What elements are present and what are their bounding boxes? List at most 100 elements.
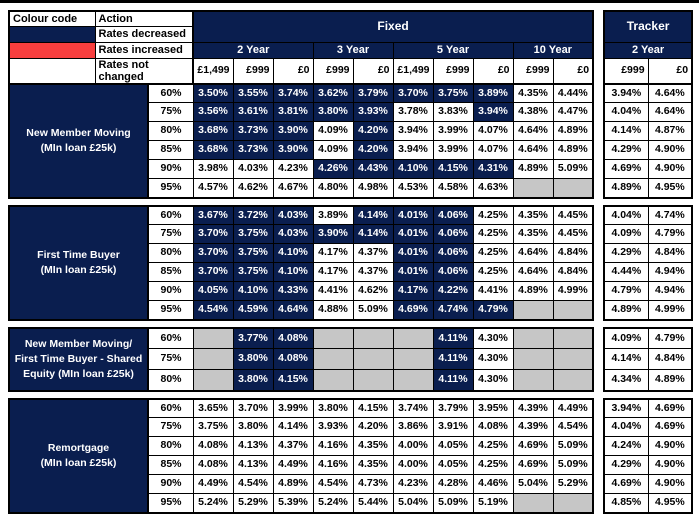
- rate-cell: 4.11%: [432, 348, 474, 371]
- rate-cell: 3.80%: [232, 348, 274, 371]
- ltv-cell: 95%: [146, 178, 194, 199]
- tracker-rate-cell: 4.69%: [603, 159, 649, 180]
- rate-cell: 3.99%: [432, 121, 474, 142]
- rate-cell: 4.05%: [432, 436, 474, 457]
- rate-cell: 3.62%: [312, 82, 354, 104]
- fee-header: £999: [512, 57, 554, 85]
- tracker-rate-cell: 4.94%: [647, 281, 694, 302]
- rate-cell: 4.89%: [552, 121, 595, 142]
- spacer: [593, 122, 604, 141]
- rate-cell: 4.14%: [272, 417, 314, 438]
- rate-cell: 3.83%: [432, 102, 474, 123]
- rate-cell: 5.24%: [312, 493, 354, 514]
- rate-cell: 3.68%: [192, 140, 234, 161]
- tracker-rate-cell: 4.94%: [647, 262, 694, 283]
- rate-cell: 4.59%: [232, 300, 274, 321]
- blank-cell: [192, 348, 234, 371]
- rate-cell: 3.70%: [392, 82, 434, 104]
- rate-cell: 4.39%: [512, 417, 554, 438]
- tracker-rate-cell: 4.84%: [647, 243, 694, 264]
- rate-cell: 3.70%: [192, 243, 234, 264]
- rate-cell: 4.45%: [552, 204, 595, 226]
- rate-cell: 4.08%: [472, 417, 514, 438]
- rate-cell: 4.09%: [312, 140, 354, 161]
- rate-cell: 3.80%: [312, 102, 354, 123]
- tracker-rate-cell: 3.94%: [603, 82, 649, 104]
- tracker-rate-cell: 4.85%: [603, 493, 649, 514]
- tracker-rate-cell: 4.84%: [647, 348, 694, 371]
- fee-header: £0: [352, 57, 394, 85]
- rate-cell: 4.35%: [512, 82, 554, 104]
- blank-cell: [312, 369, 354, 392]
- spacer: [593, 301, 604, 320]
- rate-cell: 3.75%: [192, 417, 234, 438]
- rate-cell: 4.16%: [312, 436, 354, 457]
- tracker-rate-cell: 4.69%: [647, 397, 694, 419]
- rate-cell: 3.56%: [192, 102, 234, 123]
- rate-cell: 5.24%: [192, 493, 234, 514]
- rate-cell: 4.62%: [352, 281, 394, 302]
- rate-cell: 4.69%: [512, 455, 554, 476]
- rate-cell: 4.06%: [432, 262, 474, 283]
- rate-cell: 4.73%: [352, 474, 394, 495]
- rate-cell: 3.67%: [192, 204, 234, 226]
- tracker-header: Tracker: [603, 10, 694, 43]
- rate-cell: 5.44%: [352, 493, 394, 514]
- rate-cell: 4.49%: [272, 455, 314, 476]
- spacer: [593, 370, 604, 391]
- tracker-rate-cell: 4.89%: [603, 300, 649, 321]
- ltv-cell: 90%: [146, 281, 194, 302]
- rate-cell: 4.25%: [472, 455, 514, 476]
- action-header: Action: [94, 10, 195, 27]
- rate-cell: 5.09%: [552, 455, 595, 476]
- rate-cell: 4.47%: [552, 102, 595, 123]
- ltv-cell: 85%: [146, 262, 194, 283]
- tracker-rate-cell: 4.24%: [603, 436, 649, 457]
- tracker-rate-cell: 4.29%: [603, 140, 649, 161]
- rate-cell: 4.10%: [272, 243, 314, 264]
- ltv-cell: 60%: [146, 204, 194, 226]
- rate-cell: 3.94%: [392, 140, 434, 161]
- rate-cell: 4.13%: [232, 436, 274, 457]
- tracker-term-header: 2 Year: [603, 41, 694, 59]
- rate-cell: 4.98%: [352, 178, 394, 199]
- tracker-rate-cell: 4.69%: [647, 417, 694, 438]
- rate-cell: 4.64%: [512, 140, 554, 161]
- fee-header: £999: [432, 57, 474, 85]
- rate-cell: 4.28%: [432, 474, 474, 495]
- rate-cell: 3.90%: [272, 121, 314, 142]
- spacer: [593, 160, 604, 179]
- rate-cell: 4.06%: [432, 204, 474, 226]
- rate-cell: 3.98%: [192, 159, 234, 180]
- ltv-cell: 75%: [146, 102, 194, 123]
- rate-cell: 4.62%: [232, 178, 274, 199]
- section-spacer: [9, 198, 692, 206]
- tracker-rate-cell: 4.79%: [603, 281, 649, 302]
- rate-cell: 4.58%: [432, 178, 474, 199]
- rate-cell: 3.61%: [232, 102, 274, 123]
- ltv-cell: 80%: [146, 121, 194, 142]
- rate-cell: 4.44%: [552, 82, 595, 104]
- section-spacer: [9, 320, 692, 328]
- section-label: New Member Moving/ First Time Buyer - Sh…: [8, 326, 149, 392]
- rate-cell: 3.75%: [432, 82, 474, 104]
- rate-cell: 4.37%: [352, 243, 394, 264]
- rate-cell: 4.20%: [352, 121, 394, 142]
- rate-cell: 4.84%: [552, 262, 595, 283]
- rate-cell: 3.99%: [432, 140, 474, 161]
- legend-label-rates-not-changed: Rates not changed: [94, 57, 195, 85]
- rate-cell: 3.89%: [472, 82, 514, 104]
- rate-cell: 3.72%: [232, 204, 274, 226]
- fixed-header: Fixed: [192, 10, 595, 43]
- rate-cell: 4.35%: [512, 204, 554, 226]
- spacer: [593, 141, 604, 160]
- legend-label-rates-decreased: Rates decreased: [94, 25, 195, 43]
- rate-cell: 4.20%: [352, 417, 394, 438]
- tracker-rate-cell: 4.90%: [647, 159, 694, 180]
- ltv-cell: 80%: [146, 369, 194, 392]
- rate-cell: 4.17%: [312, 243, 354, 264]
- blank-cell: [192, 369, 234, 392]
- rate-cell: 4.05%: [432, 455, 474, 476]
- rate-cell: 5.09%: [552, 436, 595, 457]
- tracker-rate-cell: 4.44%: [603, 262, 649, 283]
